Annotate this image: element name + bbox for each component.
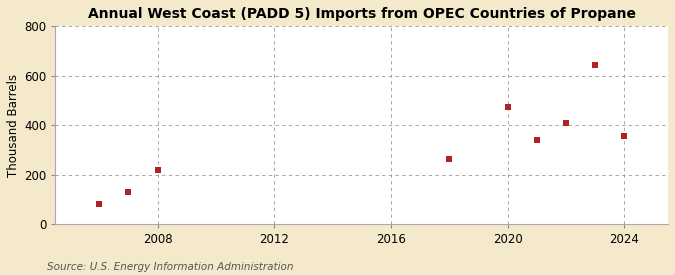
Title: Annual West Coast (PADD 5) Imports from OPEC Countries of Propane: Annual West Coast (PADD 5) Imports from … bbox=[88, 7, 636, 21]
Point bbox=[590, 62, 601, 67]
Y-axis label: Thousand Barrels: Thousand Barrels bbox=[7, 74, 20, 177]
Point bbox=[502, 104, 513, 109]
Point bbox=[444, 156, 455, 161]
Point bbox=[123, 190, 134, 194]
Point bbox=[619, 134, 630, 139]
Point bbox=[152, 167, 163, 172]
Text: Source: U.S. Energy Information Administration: Source: U.S. Energy Information Administ… bbox=[47, 262, 294, 272]
Point bbox=[531, 138, 542, 142]
Point bbox=[94, 202, 105, 207]
Point bbox=[560, 120, 571, 125]
